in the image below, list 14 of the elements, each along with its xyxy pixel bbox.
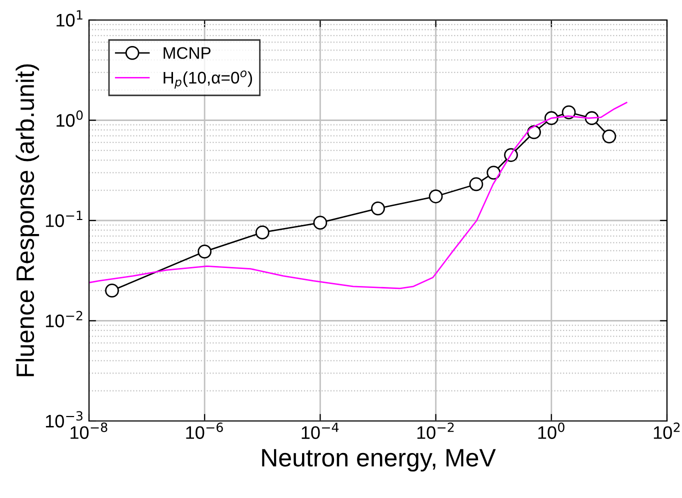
y-axis-title: Fluence Response (arb.unit): [16, 64, 40, 376]
legend-label: H$_{p}$(10,α=0$^{o}$): [164, 70, 252, 89]
x-tick-label: 10$^{0}$: [538, 422, 564, 439]
x-tick-label: 10$^{−8}$: [70, 422, 108, 439]
y-tick-label: 10$^{1}$: [56, 10, 82, 27]
y-tick-label: 10$^{0}$: [56, 110, 83, 127]
x-tick-label: 10$^{−4}$: [302, 422, 339, 439]
x-tick-label: 10$^{2}$: [654, 422, 680, 439]
x-tick-label: 10$^{−2}$: [417, 422, 454, 439]
x-tick-label: 10$^{−6}$: [186, 422, 223, 439]
y-tick-label: 10$^{−1}$: [46, 210, 82, 228]
legend-label: MCNP: [164, 47, 211, 59]
y-tick-label: 10$^{−2}$: [46, 310, 82, 328]
x-axis-title: Neutron energy, MeV: [262, 449, 496, 472]
